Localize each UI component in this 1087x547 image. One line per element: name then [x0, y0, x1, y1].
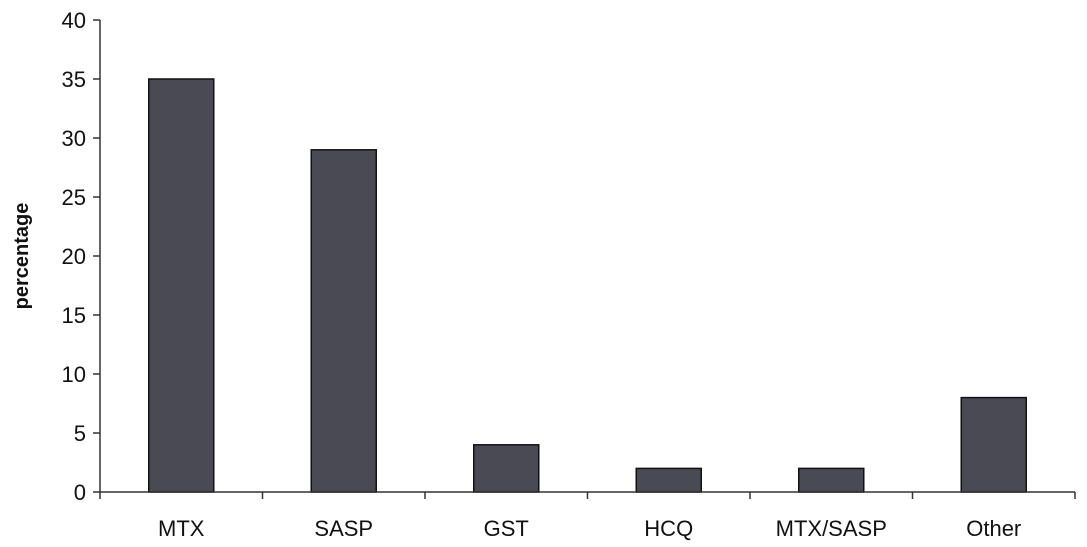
y-axis-title: percentage	[11, 203, 33, 310]
bar-other	[960, 396, 1027, 493]
bar-mtx-sasp	[798, 467, 865, 493]
y-tick-label: 10	[62, 362, 86, 387]
x-tick-label: SASP	[314, 516, 373, 541]
bar-gst	[473, 444, 540, 493]
bar-hcq	[635, 467, 702, 493]
bars	[148, 78, 1027, 493]
x-tick-label: GST	[484, 516, 529, 541]
y-tick-label: 20	[62, 244, 86, 269]
bar-mtx	[148, 78, 215, 493]
bar-sasp	[310, 149, 377, 493]
y-tick-label: 5	[74, 421, 86, 446]
y-tick-label: 0	[74, 480, 86, 505]
x-tick-label: Other	[966, 516, 1021, 541]
y-axis-ticks: 0 5 10 15 20 25 30 35 40	[62, 8, 100, 505]
x-tick-label: MTX/SASP	[776, 516, 887, 541]
y-tick-label: 35	[62, 67, 86, 92]
x-axis-labels: MTX SASP GST HCQ MTX/SASP Other	[99, 492, 1076, 541]
y-tick-label: 40	[62, 8, 86, 33]
y-tick-label: 25	[62, 185, 86, 210]
y-tick-label: 30	[62, 126, 86, 151]
x-tick-label: MTX	[158, 516, 205, 541]
y-tick-label: 15	[62, 303, 86, 328]
x-tick-label: HCQ	[644, 516, 693, 541]
